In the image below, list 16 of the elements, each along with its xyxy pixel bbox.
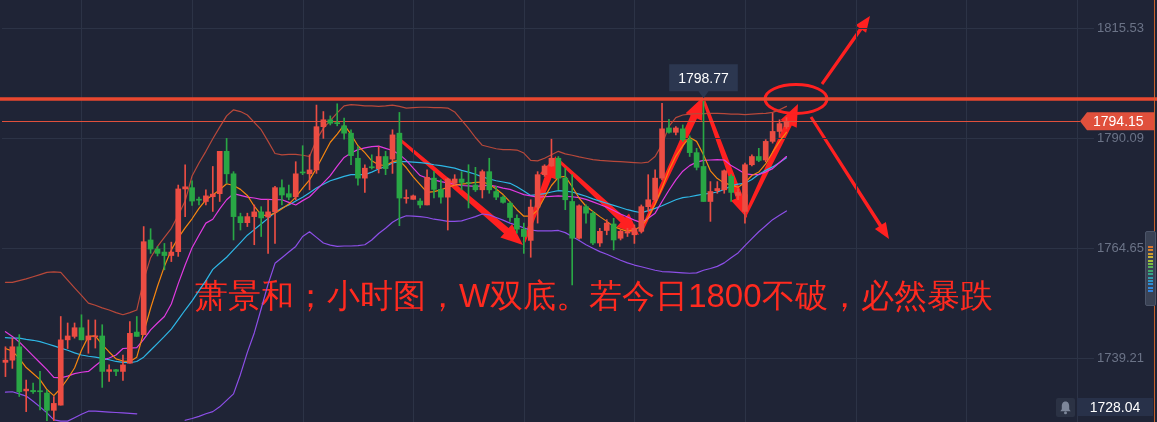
annotation: 1798.77 — [678, 69, 730, 86]
annotation: 1728.04 — [1089, 398, 1141, 415]
y-tick-label: 1790.09 — [1097, 130, 1144, 146]
candlestick — [265, 199, 271, 254]
y-tick-label: 1815.53 — [1097, 20, 1144, 36]
candlestick — [168, 241, 175, 262]
candlestick — [106, 364, 112, 382]
candlestick — [182, 164, 188, 217]
candlestick — [368, 154, 375, 170]
ref-line-label: 1794.15 — [1093, 113, 1144, 130]
candlestick — [133, 316, 140, 337]
annotation: 萧景和；小时图，W双底。若今日1800不破，必然暴跌 — [195, 277, 993, 315]
candlestick — [258, 206, 265, 237]
candlestick — [520, 222, 527, 254]
y-tick-label: 1739.21 — [1097, 350, 1144, 366]
y-tick-label: 1764.65 — [1097, 240, 1144, 256]
